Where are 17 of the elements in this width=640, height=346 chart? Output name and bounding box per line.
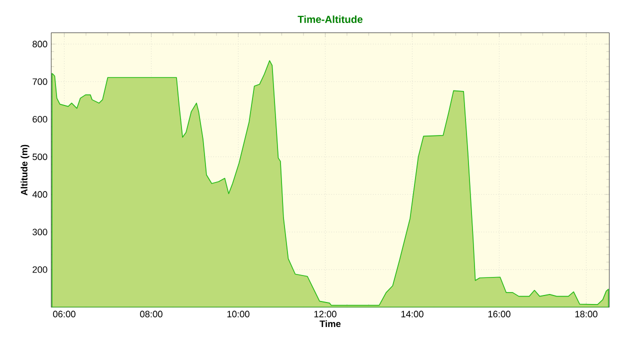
x-tick-label: 14:00	[401, 310, 424, 318]
x-tick-label: 08:00	[140, 310, 162, 318]
y-tick-label: 500	[32, 154, 48, 160]
y-tick-label: 400	[32, 191, 48, 198]
chart-title: Time-Altitude	[298, 15, 363, 23]
y-tick-label: 200	[32, 266, 48, 273]
y-tick-label: 800	[32, 40, 48, 48]
x-tick-label: 16:00	[488, 310, 510, 318]
y-tick-label: 300	[32, 228, 48, 236]
y-tick-label: 700	[32, 78, 48, 85]
y-axis-title: Altitude (m)	[20, 144, 30, 196]
x-axis-title: Time	[320, 320, 341, 328]
x-tick-label: 06:00	[53, 310, 76, 318]
x-tick-label: 18:00	[575, 310, 598, 318]
y-tick-label: 600	[32, 116, 48, 122]
x-tick-label: 12:00	[314, 310, 336, 318]
x-tick-label: 10:00	[227, 310, 250, 318]
